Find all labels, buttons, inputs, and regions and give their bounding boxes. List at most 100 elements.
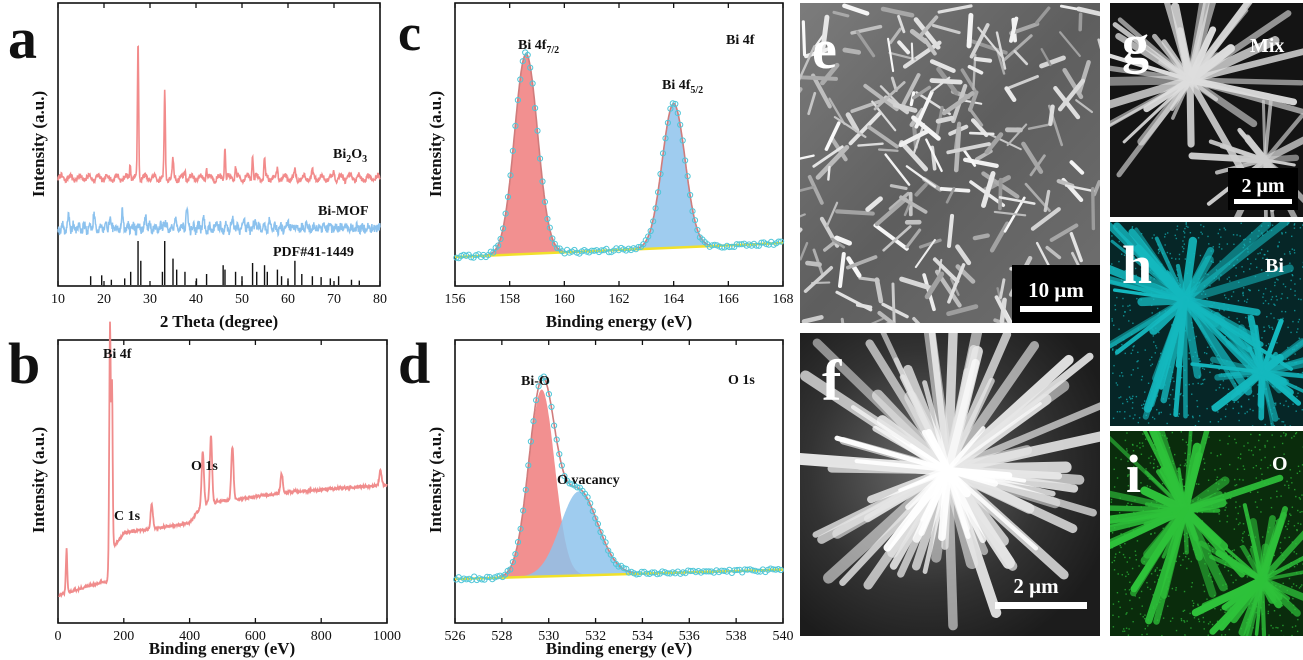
eds-speckle — [1210, 345, 1212, 348]
eds-speckle — [1189, 498, 1192, 500]
eds-speckle — [1289, 425, 1291, 426]
eds-speckle — [1249, 289, 1251, 292]
sem-rod — [898, 128, 931, 148]
sem-rod — [1035, 6, 1051, 25]
eds-speckle — [1205, 542, 1207, 545]
eds-speckle — [1291, 612, 1293, 614]
eds-speckle — [1297, 392, 1299, 394]
raw-data-point — [534, 127, 541, 134]
eds-speckle — [1236, 234, 1238, 236]
raw-data-point — [682, 157, 689, 164]
eds-speckle — [1200, 383, 1202, 385]
eds-speckle — [1179, 393, 1182, 396]
eds-speckle — [1298, 337, 1300, 339]
eds-speckle — [1151, 265, 1153, 267]
eds-speckle — [1183, 621, 1186, 623]
eds-speckle — [1219, 228, 1221, 231]
eds-speckle — [1172, 377, 1174, 379]
eds-speckle — [1127, 475, 1129, 477]
eds-speckle — [1223, 227, 1226, 229]
eds-speckle — [1185, 522, 1187, 524]
raw-data-point — [507, 172, 514, 179]
eds-speckle — [1197, 604, 1199, 607]
eds-speckle — [1280, 388, 1283, 390]
eds-speckle — [1243, 531, 1246, 533]
eds-speckle — [1169, 468, 1171, 470]
eds-speckle — [1132, 395, 1134, 397]
eds-speckle — [1268, 353, 1270, 355]
eds-speckle — [1194, 502, 1196, 505]
sem-rod — [973, 56, 993, 63]
crystal-spike — [1261, 136, 1303, 164]
eds-speckle — [1208, 436, 1210, 438]
bimof-pattern — [57, 205, 381, 238]
eds-speckle — [1213, 511, 1215, 513]
panel-b-frame — [57, 339, 388, 624]
eds-speckle — [1215, 321, 1217, 324]
raw-data-point — [659, 568, 666, 575]
eds-speckle — [1122, 315, 1125, 317]
eds-speckle — [1294, 362, 1296, 364]
eds-speckle — [1150, 408, 1152, 410]
eds-speckle — [1218, 368, 1220, 370]
eds-speckle — [1211, 364, 1213, 367]
eds-speckle — [1293, 566, 1296, 568]
eds-speckle — [1213, 277, 1215, 279]
eds-speckle — [1234, 382, 1236, 385]
eds-speckle — [1282, 568, 1284, 571]
eds-speckle — [1254, 446, 1256, 448]
sem-rod — [873, 81, 906, 111]
eds-speckle — [1132, 322, 1134, 324]
sem-rod — [834, 235, 852, 246]
eds-speckle — [1153, 458, 1156, 461]
eds-speckle — [1301, 224, 1303, 226]
eds-speckle — [1227, 570, 1230, 572]
eds-speckle — [1219, 383, 1222, 386]
eds-speckle — [1291, 541, 1294, 543]
eds-speckle — [1149, 269, 1152, 271]
eds-speckle — [1236, 259, 1239, 261]
eds-speckle — [1209, 285, 1211, 287]
eds-speckle — [1115, 349, 1118, 351]
eds-speckle — [1123, 254, 1126, 256]
eds-speckle — [1131, 333, 1133, 336]
eds-speckle — [1255, 258, 1257, 260]
eds-speckle — [1128, 522, 1130, 524]
x-tick-label: 540 — [773, 629, 794, 644]
eds-speckle — [1180, 490, 1182, 493]
eds-speckle — [1145, 414, 1147, 417]
eds-speckle — [1280, 297, 1282, 300]
sem-rod — [823, 239, 838, 252]
eds-speckle — [1217, 232, 1219, 235]
eds-speckle — [1234, 438, 1236, 441]
eds-speckle — [1234, 569, 1236, 571]
eds-speckle — [1118, 551, 1121, 554]
eds-speckle — [1286, 528, 1289, 530]
eds-speckle — [1165, 271, 1167, 273]
eds-speckle — [1153, 559, 1155, 562]
eds-speckle — [1238, 392, 1240, 394]
eds-speckle — [1175, 509, 1177, 512]
eds-speckle — [1276, 342, 1278, 344]
crystal-spike — [1260, 570, 1303, 582]
eds-speckle — [1254, 536, 1257, 538]
eds-speckle — [1189, 280, 1192, 282]
eds-speckle — [1244, 573, 1246, 575]
eds-speckle — [1266, 562, 1268, 564]
panel-g-letter: g — [1122, 14, 1149, 74]
panel-d-title: O 1s — [728, 373, 755, 388]
eds-speckle — [1224, 375, 1226, 378]
raw-data-point — [669, 100, 676, 107]
eds-speckle — [1217, 421, 1220, 423]
eds-speckle — [1265, 425, 1268, 426]
eds-speckle — [1159, 464, 1162, 466]
scale-label-f: 2 μm — [1013, 574, 1059, 598]
eds-speckle — [1246, 301, 1248, 303]
raw-data-point — [777, 566, 785, 574]
eds-speckle — [1133, 345, 1135, 347]
eds-speckle — [1182, 610, 1185, 612]
eds-speckle — [1154, 452, 1156, 454]
eds-speckle — [1129, 396, 1131, 398]
eds-speckle — [1147, 475, 1149, 477]
eds-speckle — [1183, 232, 1186, 234]
